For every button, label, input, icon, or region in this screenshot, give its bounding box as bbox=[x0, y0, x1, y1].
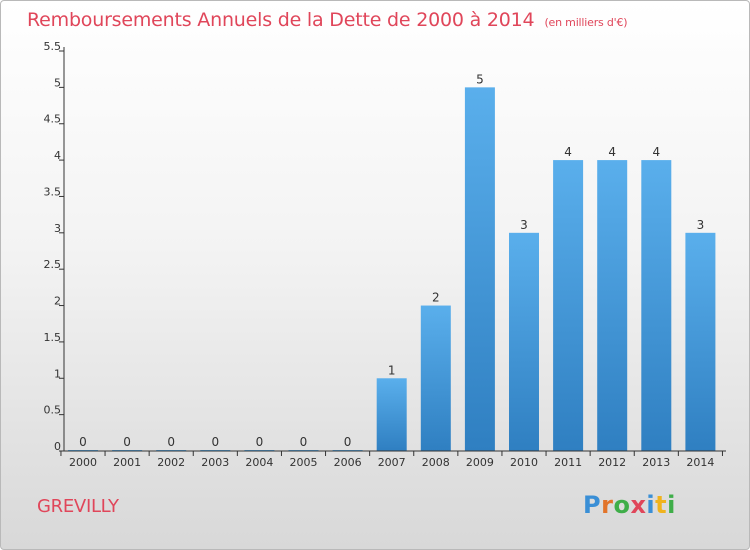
data-label-2002: 0 bbox=[167, 435, 175, 449]
logo-letter: x bbox=[630, 491, 647, 519]
y-tick-label: 4.5 bbox=[44, 113, 62, 126]
logo-letter: r bbox=[601, 491, 614, 519]
y-tick-label: 3 bbox=[54, 222, 61, 235]
x-tick-label-2012: 2012 bbox=[598, 456, 626, 469]
bar-2008 bbox=[420, 305, 451, 451]
bar-2010 bbox=[509, 232, 539, 451]
logo-letter: o bbox=[613, 491, 631, 519]
y-tick-label: 0.5 bbox=[44, 404, 62, 417]
x-tick-label-2006: 2006 bbox=[334, 456, 362, 469]
data-label-2014: 3 bbox=[697, 218, 705, 232]
bar-2012 bbox=[597, 160, 628, 451]
data-label-2000: 0 bbox=[79, 435, 87, 449]
data-label-2010: 3 bbox=[520, 218, 528, 232]
y-tick-label: 3.5 bbox=[44, 185, 62, 198]
logo-letter: i bbox=[646, 491, 656, 519]
data-label-2005: 0 bbox=[300, 435, 308, 449]
x-tick-label-2001: 2001 bbox=[113, 456, 141, 469]
x-tick-label-2009: 2009 bbox=[466, 456, 494, 469]
y-tick-label: 4 bbox=[54, 149, 61, 162]
data-label-2004: 0 bbox=[256, 435, 264, 449]
data-label-2003: 0 bbox=[211, 435, 219, 449]
proxiti-logo: Proxiti bbox=[583, 491, 676, 519]
data-label-2009: 5 bbox=[476, 72, 484, 86]
chart-unit: (en milliers d'€) bbox=[544, 16, 628, 29]
x-tick-label-2000: 2000 bbox=[69, 456, 97, 469]
x-tick-label-2002: 2002 bbox=[157, 456, 185, 469]
y-tick-label: 1 bbox=[54, 367, 61, 380]
y-tick-label: 5 bbox=[54, 76, 61, 89]
data-label-2011: 4 bbox=[564, 145, 572, 159]
bar-2013 bbox=[641, 160, 672, 451]
y-tick-label: 0 bbox=[54, 440, 61, 453]
y-tick-label: 1.5 bbox=[44, 331, 62, 344]
logo-letter: t bbox=[655, 491, 668, 519]
chart-title-text: Remboursements Annuels de la Dette de 20… bbox=[27, 9, 535, 31]
y-tick-label: 2.5 bbox=[44, 258, 62, 271]
x-tick-label-2005: 2005 bbox=[290, 456, 318, 469]
x-tick-label-2008: 2008 bbox=[422, 456, 450, 469]
x-tick-label-2007: 2007 bbox=[378, 456, 406, 469]
bar-2014 bbox=[685, 232, 716, 451]
data-label-2006: 0 bbox=[344, 435, 352, 449]
x-tick-label-2011: 2011 bbox=[554, 456, 582, 469]
bars-group: 0 0 0 0 0 0 0 1 2 5 3 4 4 4 3 bbox=[68, 72, 716, 451]
chart-title: Remboursements Annuels de la Dette de 20… bbox=[27, 9, 628, 31]
bar-2011 bbox=[553, 160, 584, 451]
x-tick-label-2013: 2013 bbox=[642, 456, 670, 469]
x-tick-label-2014: 2014 bbox=[686, 456, 714, 469]
data-label-2001: 0 bbox=[123, 435, 131, 449]
data-label-2007: 1 bbox=[388, 363, 396, 377]
data-label-2008: 2 bbox=[432, 291, 440, 305]
x-tick-label-2003: 2003 bbox=[201, 456, 229, 469]
y-tick-label: 5.5 bbox=[44, 40, 62, 53]
commune-name: GREVILLY bbox=[37, 496, 119, 517]
logo-letter: i bbox=[667, 491, 676, 519]
data-label-2013: 4 bbox=[652, 145, 660, 159]
bar-2007 bbox=[376, 378, 407, 451]
x-tick-label-2010: 2010 bbox=[510, 456, 538, 469]
bar-2009 bbox=[464, 87, 495, 451]
data-label-2012: 4 bbox=[608, 145, 616, 159]
x-tick-label-2004: 2004 bbox=[245, 456, 273, 469]
y-tick-label: 2 bbox=[54, 295, 61, 308]
logo-letter: P bbox=[583, 491, 602, 519]
